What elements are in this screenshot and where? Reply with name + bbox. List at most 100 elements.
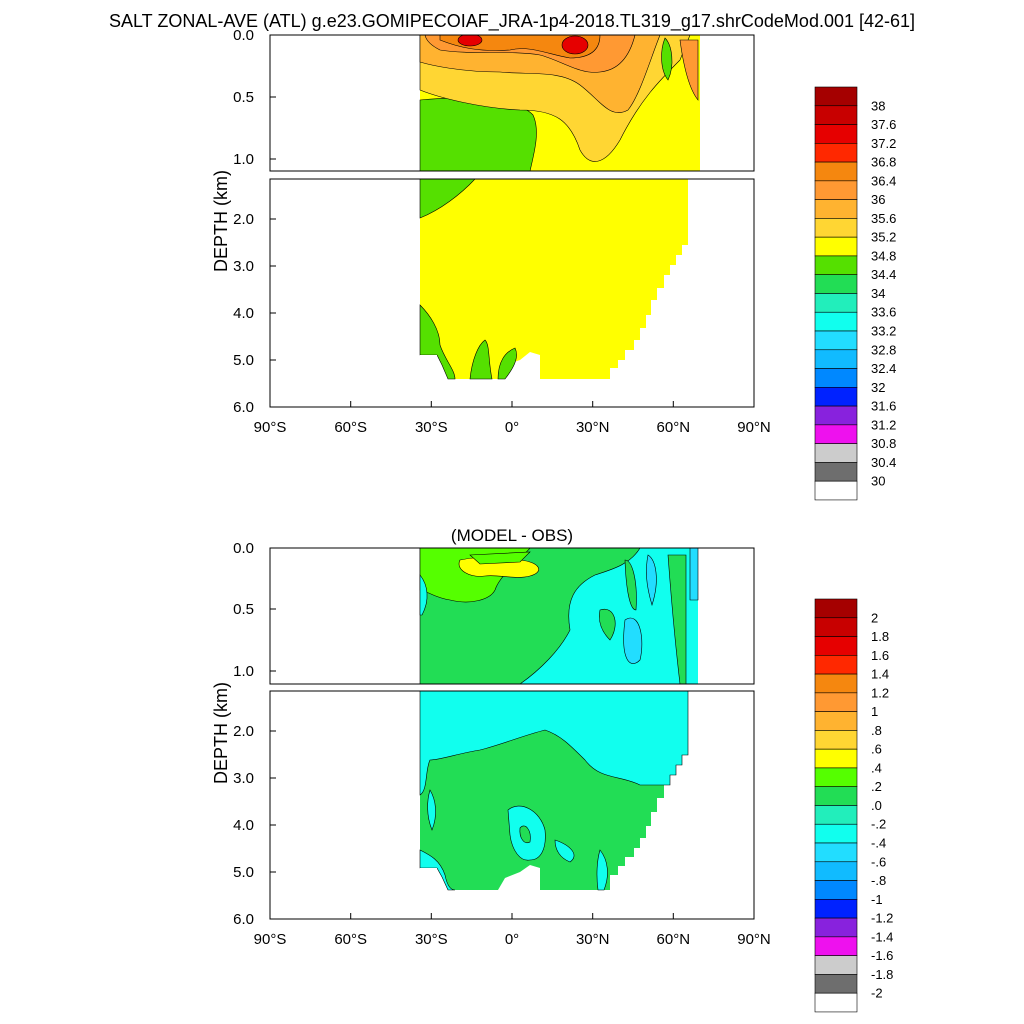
colorbar-swatch [814, 274, 858, 294]
colorbar-label: -.6 [871, 854, 886, 869]
colorbar-label: 38 [871, 98, 885, 113]
x-tick-label: 0° [505, 931, 519, 948]
x-tick-label: 30°S [415, 419, 448, 436]
x-tick-label: 30°N [576, 419, 610, 436]
colorbar-label: 37.6 [871, 117, 896, 132]
colorbar-swatch [814, 462, 858, 482]
colorbar-swatch [814, 692, 858, 712]
colorbar-label: 1 [871, 704, 878, 719]
colorbar-label: 35.6 [871, 211, 896, 226]
x-tick-label: 60°N [657, 419, 691, 436]
y-tick-label: 6.0 [233, 911, 254, 928]
colorbar-label: 30 [871, 474, 885, 489]
x-tick-label: 0° [505, 419, 519, 436]
x-tick-label: 30°N [576, 931, 610, 948]
colorbar-label: 32.8 [871, 342, 896, 357]
colorbar-swatch [814, 255, 858, 275]
colorbar-label: -1 [871, 892, 883, 907]
colorbar-swatch [814, 218, 858, 238]
colorbar-label: .6 [871, 742, 882, 757]
colorbar-swatch [814, 805, 858, 825]
salinity-lower-field [419, 179, 688, 380]
x-tick-label: 60°N [657, 931, 691, 948]
colorbar-swatch [814, 368, 858, 388]
y-tick-label: 2.0 [233, 723, 254, 740]
colorbar-label: 34.8 [871, 248, 896, 263]
colorbar-swatch [814, 405, 858, 426]
x-tick-label: 90°S [254, 419, 287, 436]
difference-colorbar: 21.81.61.41.21.8.6.4.2.0-.2-.4-.6-.8-1-1… [814, 598, 893, 1013]
colorbar-label: -1.4 [871, 929, 893, 944]
colorbar-label: 33.6 [871, 305, 896, 320]
y-tick-label: 0.0 [233, 27, 254, 44]
x-tick-label: 90°S [254, 931, 287, 948]
colorbar-swatch [814, 636, 858, 656]
x-tick-label: 90°N [737, 419, 771, 436]
colorbar-label: 36.8 [871, 155, 896, 170]
difference-panel: (MODEL - OBS) [211, 526, 893, 1013]
y-tick-label: 4.0 [233, 305, 254, 322]
y-tick-label: 5.0 [233, 352, 254, 369]
y-tick-label: 6.0 [233, 399, 254, 416]
y-tick-label: 3.0 [233, 770, 254, 787]
page-title: SALT ZONAL-AVE (ATL) g.e23.GOMIPECOIAF_J… [109, 11, 915, 32]
colorbar-label: 36 [871, 192, 885, 207]
salinity-upper-frame [269, 34, 755, 172]
colorbar-swatch [814, 955, 858, 975]
salinity-upper-field [419, 35, 700, 171]
colorbar-label: 32.4 [871, 361, 896, 376]
colorbar-swatch [814, 143, 858, 163]
salinity-axis-ticks [269, 34, 755, 407]
y-tick-label: 0.5 [233, 601, 254, 618]
colorbar-label: 37.2 [871, 136, 896, 151]
colorbar-swatch [814, 330, 858, 351]
colorbar-label: 34 [871, 286, 885, 301]
colorbar-swatch [814, 880, 858, 900]
colorbar-swatch [814, 899, 858, 919]
x-tick-label: 90°N [737, 931, 771, 948]
x-tick-label: 60°S [334, 931, 367, 948]
colorbar-swatch [814, 180, 858, 200]
colorbar-swatch [814, 161, 858, 182]
colorbar-label: 1.4 [871, 667, 889, 682]
y-tick-label: 0.5 [233, 89, 254, 106]
colorbar-swatch [814, 199, 858, 219]
colorbar-label: 1.2 [871, 685, 889, 700]
colorbar-label: 1.6 [871, 648, 889, 663]
colorbar-swatch [814, 936, 858, 956]
y-axis-label: DEPTH (km) [211, 170, 231, 272]
colorbar-label: -.2 [871, 817, 886, 832]
x-tick-label: 60°S [334, 419, 367, 436]
colorbar-label: 33.2 [871, 324, 896, 339]
colorbar-swatch [814, 617, 858, 637]
colorbar-swatch [814, 598, 858, 619]
colorbar-swatch [814, 786, 858, 806]
y-tick-label: 3.0 [233, 258, 254, 275]
y-tick-label: 0.0 [233, 540, 254, 557]
y-tick-label: 5.0 [233, 864, 254, 881]
difference-upper-field [419, 548, 699, 684]
colorbar-swatch [814, 842, 858, 863]
colorbar-label: -1.2 [871, 911, 893, 926]
colorbar-swatch [814, 387, 858, 407]
colorbar-label: 35.2 [871, 230, 896, 245]
colorbar-label: 34.4 [871, 267, 896, 282]
salinity-colorbar: 38 37.6 37.2 36.8 36.4 36 35.6 35.2 34.8 34.4 34 33… [814, 86, 896, 501]
difference-axis-ticks [269, 547, 755, 919]
colorbar-swatch [814, 349, 858, 369]
colorbar-label: .4 [871, 760, 882, 775]
colorbar-swatch [814, 917, 858, 938]
colorbar-swatch [814, 992, 858, 1013]
colorbar-label: 2 [871, 610, 878, 625]
y-tick-label: 2.0 [233, 211, 254, 228]
colorbar-label: 32 [871, 380, 885, 395]
colorbar-swatch [814, 748, 858, 769]
colorbar-label: 36.4 [871, 173, 896, 188]
colorbar-swatch [814, 711, 858, 731]
colorbar-swatch [814, 480, 858, 501]
colorbar-swatch [814, 767, 858, 787]
colorbar-swatch [814, 293, 858, 313]
colorbar-swatch [814, 105, 858, 125]
difference-upper-frame [269, 547, 755, 685]
